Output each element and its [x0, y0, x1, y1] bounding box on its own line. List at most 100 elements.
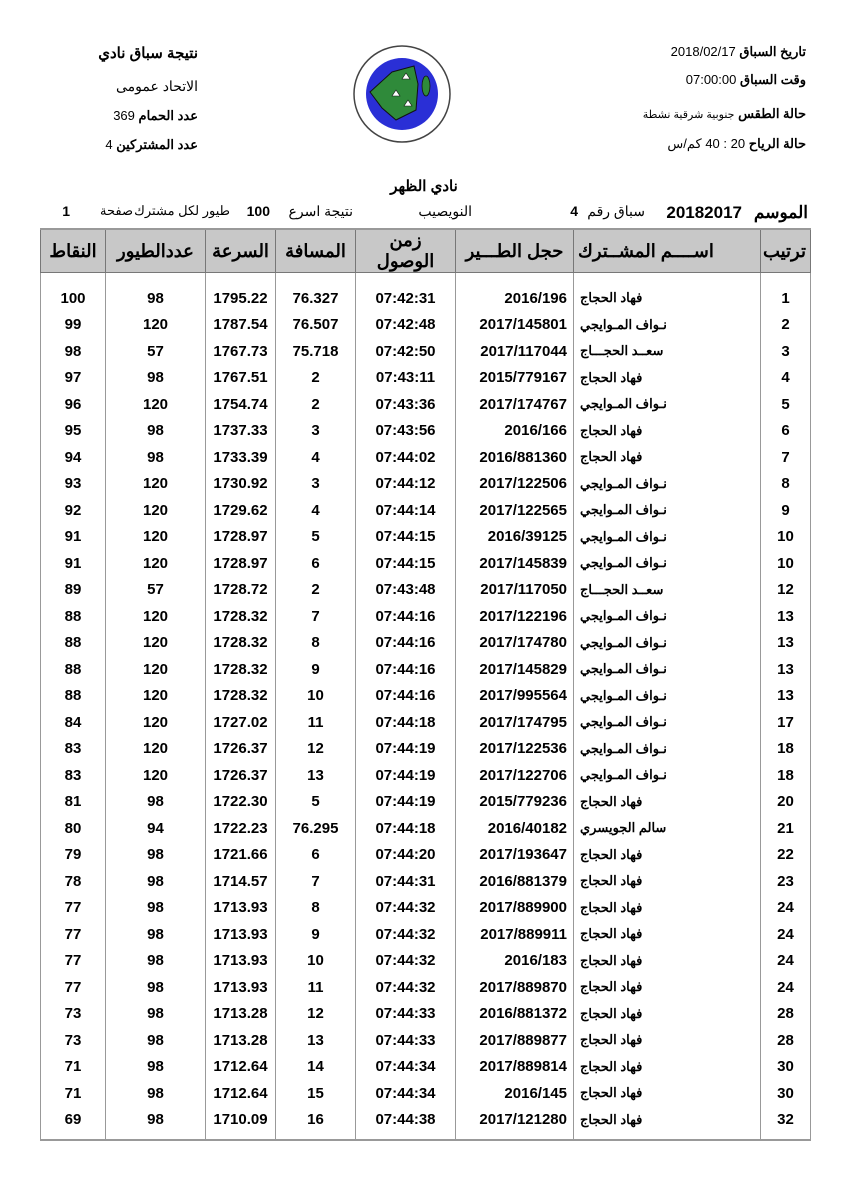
cell-speed: 1754.74	[205, 391, 276, 418]
cell-speed: 1737.33	[205, 417, 276, 444]
cell-distance: 10	[275, 682, 356, 709]
race-no-value: 4	[570, 203, 578, 219]
cell-points: 98	[40, 338, 106, 365]
cell-points: 100	[40, 285, 106, 312]
cell-points: 99	[40, 311, 106, 338]
cell-distance: 15	[275, 1080, 356, 1107]
cell-bird-count: 57	[105, 338, 206, 365]
cell-bird-count: 98	[105, 841, 206, 868]
table-row: 6 فهاد الحجاج 2016/166 07:43:56 3 1737.33 98 95	[40, 417, 811, 444]
table-row: 23 فهاد الحجاج 2016/881379 07:44:31 7 1714.57…	[40, 868, 811, 895]
cell-arrival-time: 07:43:56	[355, 417, 456, 444]
cell-ring: 2016/881372	[455, 1000, 574, 1027]
cell-rank: 18	[760, 762, 811, 789]
cell-arrival-time: 07:44:19	[355, 788, 456, 815]
cell-arrival-time: 07:44:32	[355, 947, 456, 974]
cell-bird-count: 120	[105, 629, 206, 656]
race-time-value: 07:00:00	[685, 72, 737, 87]
cell-rank: 13	[760, 682, 811, 709]
cell-ring: 2015/779167	[455, 364, 574, 391]
col-birds: عددالطيور	[105, 228, 206, 273]
cell-ring: 2017/889877	[455, 1027, 574, 1054]
union-name: الاتحاد عمومى	[115, 78, 198, 94]
cell-speed: 1726.37	[205, 735, 276, 762]
cell-points: 73	[40, 1027, 106, 1054]
cell-ring: 2016/881379	[455, 868, 574, 895]
cell-points: 78	[40, 868, 106, 895]
cell-rank: 24	[760, 921, 811, 948]
cell-points: 92	[40, 497, 106, 524]
col-participant: اســــم المشــترك	[573, 228, 761, 273]
cell-distance: 2	[275, 391, 356, 418]
cell-distance: 9	[275, 656, 356, 683]
cell-rank: 5	[760, 391, 811, 418]
cell-speed: 1713.93	[205, 894, 276, 921]
cell-bird-count: 120	[105, 735, 206, 762]
col-arrival: زمن الوصول	[355, 228, 456, 273]
cell-participant: فهاد الحجاج	[573, 868, 761, 895]
cell-distance: 5	[275, 788, 356, 815]
cell-arrival-time: 07:44:19	[355, 762, 456, 789]
cell-ring: 2017/122706	[455, 762, 574, 789]
cell-ring: 2016/145	[455, 1080, 574, 1107]
cell-rank: 21	[760, 815, 811, 842]
cell-speed: 1728.97	[205, 550, 276, 577]
cell-ring: 2017/145801	[455, 311, 574, 338]
cell-speed: 1729.62	[205, 497, 276, 524]
cell-participant: فهاد الحجاج	[573, 285, 761, 312]
table-header-row: ترتيب اســــم المشــترك حجل الطـــير زمن…	[40, 228, 811, 273]
cell-distance: 76.327	[275, 285, 356, 312]
cell-arrival-time: 07:44:38	[355, 1106, 456, 1141]
cell-distance: 10	[275, 947, 356, 974]
cell-points: 71	[40, 1053, 106, 1080]
cell-distance: 7	[275, 868, 356, 895]
col-points: النقاط	[40, 228, 106, 273]
cell-bird-count: 98	[105, 1080, 206, 1107]
fastest-label: نتيجة اسرع	[288, 203, 353, 219]
cell-points: 91	[40, 550, 106, 577]
cell-speed: 1721.66	[205, 841, 276, 868]
cell-distance: 2	[275, 576, 356, 603]
cell-speed: 1767.73	[205, 338, 276, 365]
cell-participant: فهاد الحجاج	[573, 894, 761, 921]
cell-rank: 2	[760, 311, 811, 338]
col-rank: ترتيب	[760, 228, 811, 273]
table-row: 24 فهاد الحجاج 2017/889870 07:44:32 11 1713.9…	[40, 974, 811, 1001]
cell-rank: 1	[760, 285, 811, 312]
pigeon-count-value: 369	[113, 108, 135, 123]
cell-bird-count: 98	[105, 974, 206, 1001]
cell-distance: 12	[275, 735, 356, 762]
cell-rank: 20	[760, 788, 811, 815]
table-row: 2 نـواف المـوايجي 2017/145801 07:42:48 76.50…	[40, 311, 811, 338]
table-row: 13 نـواف المـوايجي 2017/122196 07:44:16 7 172…	[40, 603, 811, 630]
cell-participant: نـواف المـوايجي	[573, 550, 761, 577]
cell-bird-count: 120	[105, 311, 206, 338]
cell-participant: نـواف المـوايجي	[573, 656, 761, 683]
cell-points: 94	[40, 444, 106, 471]
cell-arrival-time: 07:44:02	[355, 444, 456, 471]
table-row: 24 فهاد الحجاج 2017/889911 07:44:32 9 1713.93…	[40, 921, 811, 948]
cell-points: 88	[40, 603, 106, 630]
cell-points: 83	[40, 762, 106, 789]
table-row: 28 فهاد الحجاج 2016/881372 07:44:33 12 1713.2…	[40, 1000, 811, 1027]
cell-rank: 3	[760, 338, 811, 365]
cell-speed: 1728.97	[205, 523, 276, 550]
table-row: 13 نـواف المـوايجي 2017/145829 07:44:16 9 172…	[40, 656, 811, 683]
cell-arrival-time: 07:44:14	[355, 497, 456, 524]
table-row: 7 فهاد الحجاج 2016/881360 07:44:02 4 1733.39 9…	[40, 444, 811, 471]
table-row: 24 فهاد الحجاج 2016/183 07:44:32 10 1713.93 98…	[40, 947, 811, 974]
cell-points: 96	[40, 391, 106, 418]
cell-rank: 6	[760, 417, 811, 444]
table-row: 18 نـواف المـوايجي 2017/122706 07:44:19 13 17…	[40, 762, 811, 789]
cell-ring: 2017/117044	[455, 338, 574, 365]
cell-distance: 13	[275, 762, 356, 789]
cell-ring: 2017/145839	[455, 550, 574, 577]
cell-speed: 1728.32	[205, 629, 276, 656]
cell-rank: 24	[760, 894, 811, 921]
cell-speed: 1712.64	[205, 1080, 276, 1107]
cell-distance: 2	[275, 364, 356, 391]
cell-participant: سعــد الحجـــاج	[573, 576, 761, 603]
cell-arrival-time: 07:42:31	[355, 285, 456, 312]
cell-rank: 22	[760, 841, 811, 868]
federation-logo	[353, 45, 451, 143]
